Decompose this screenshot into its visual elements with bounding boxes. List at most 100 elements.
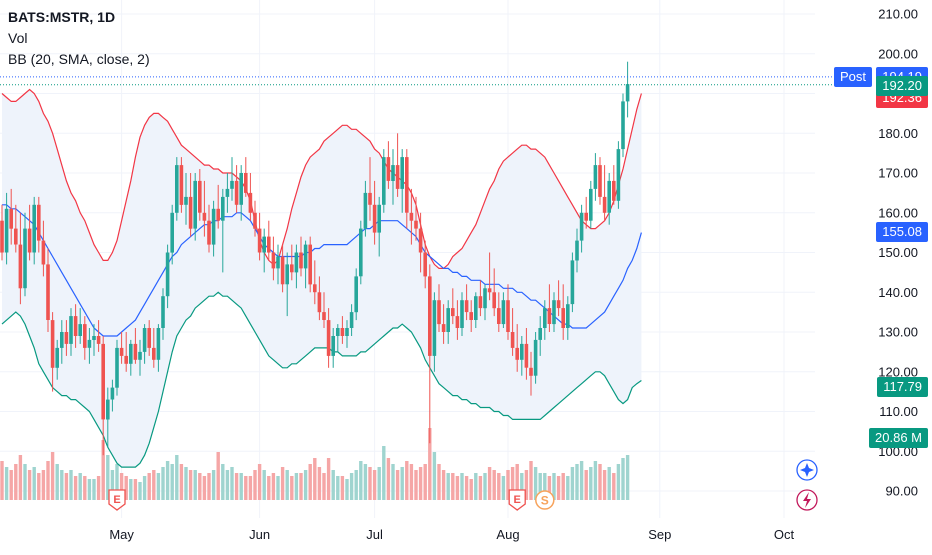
candle-body (579, 212, 584, 241)
bb-basis-tag: 155.08 (876, 222, 928, 243)
volume-bar (156, 473, 161, 500)
candle-body (262, 236, 266, 253)
candle-body (119, 347, 124, 356)
volume-bar (533, 467, 538, 500)
volume-bar (478, 476, 483, 500)
volume-bar (257, 464, 262, 500)
volume-bar (294, 473, 299, 500)
candle-body (46, 264, 50, 320)
candle-body (78, 324, 82, 336)
volume-bar (69, 470, 73, 500)
volume-bar (483, 473, 487, 500)
volume-bar (405, 461, 409, 500)
bb-basis-line (2, 204, 642, 337)
volume-bar (570, 467, 575, 500)
news-marker (796, 489, 818, 511)
volume-bar (602, 470, 607, 500)
volume-bar (142, 476, 147, 500)
bb-lower-line (1, 291, 642, 468)
volume-bar (225, 470, 230, 500)
candle-body (239, 173, 243, 205)
volume-bar (400, 467, 404, 500)
volume-bar (395, 470, 400, 500)
candle-body (23, 228, 27, 289)
volume-bar (616, 464, 621, 500)
candle-body (18, 244, 23, 289)
volume-indicator-label[interactable]: Vol (8, 30, 28, 46)
volume-bar (474, 473, 478, 500)
time-axis[interactable]: May Jun Jul Aug Sep Oct (109, 527, 794, 542)
price-tick-label: 120.00 (878, 364, 918, 379)
candle-body (207, 220, 211, 245)
volume-bar (368, 467, 372, 500)
volume-bar (322, 473, 326, 500)
candle-body (368, 192, 372, 205)
candle-body (32, 204, 36, 253)
volume-bar (276, 476, 280, 500)
candle-body (138, 351, 142, 360)
post-market-label: Post (833, 66, 872, 87)
candle-body (515, 347, 519, 360)
volume-bar (515, 464, 519, 500)
candle-body (216, 208, 220, 221)
candle-body (621, 101, 625, 150)
volume-bar (101, 440, 105, 500)
volume-bar (524, 470, 529, 500)
bollinger-indicator-label[interactable]: BB (20, SMA, close, 2) (8, 51, 150, 67)
volume-bar (165, 461, 170, 500)
last-price-tag: 192.20 (876, 75, 928, 96)
lightning-icon (803, 492, 811, 508)
candle-body (570, 260, 575, 305)
candle-body (41, 240, 46, 265)
candle-body (377, 204, 381, 233)
candle-body (432, 300, 437, 356)
symbol-title[interactable]: BATS:MSTR, 1D (8, 9, 116, 25)
volume-bar (579, 461, 584, 500)
volume-bar (198, 473, 202, 500)
volume-bar (520, 473, 524, 500)
volume-bar (593, 461, 598, 500)
candle-body (55, 347, 59, 368)
candle-body (184, 196, 188, 205)
sparkle-icon (800, 463, 814, 477)
candle-body (175, 165, 179, 213)
candle-body (474, 296, 478, 320)
candle-body (423, 252, 427, 277)
volume-bar (510, 467, 515, 500)
candle-body (336, 328, 340, 336)
volume-bar (50, 452, 55, 500)
volume-bar (469, 479, 473, 500)
volume-bar (391, 464, 395, 500)
volume-bar (349, 473, 354, 500)
candle-body (326, 320, 331, 356)
volume-bar (147, 473, 151, 500)
candle-body (244, 173, 248, 193)
volume-bar (432, 452, 437, 500)
volume-bar (9, 470, 13, 500)
volume-bar (428, 428, 432, 500)
candle-body (469, 312, 473, 320)
volume-bar (437, 464, 441, 500)
candle-body (257, 228, 262, 253)
time-tick-label: Aug (496, 527, 519, 542)
candle-body (354, 276, 358, 313)
candle-body (501, 300, 506, 325)
volume-bar (184, 467, 188, 500)
volume-bar (46, 461, 50, 500)
volume-bar (106, 455, 110, 500)
volume-bar (267, 476, 271, 500)
dividend-marker: S (535, 490, 555, 510)
candle-body (331, 336, 335, 356)
candle-body (506, 300, 510, 332)
volume-bar (110, 470, 115, 500)
volume-bar (152, 470, 156, 500)
volume-bar (336, 476, 340, 500)
volume-bar (313, 458, 317, 500)
candle-body (386, 157, 391, 181)
candle-body (280, 256, 285, 285)
volume-bar (377, 467, 381, 500)
volume-bar (262, 470, 266, 500)
